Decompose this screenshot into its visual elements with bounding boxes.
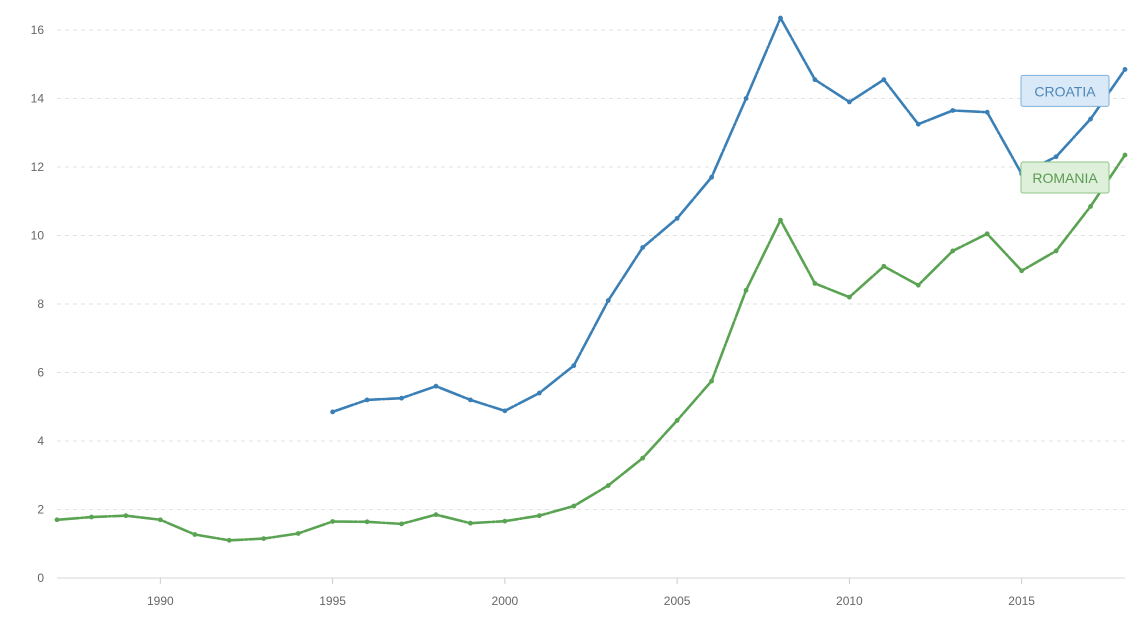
- data-point: [1122, 66, 1128, 72]
- data-point: [778, 217, 783, 223]
- x-tick-label: 1995: [319, 594, 346, 608]
- x-tick-label: 2010: [836, 594, 863, 608]
- axes: 0 2 4 6 8 10 12 14 16 1990 1995 2000 2005 2010 2015: [31, 23, 1125, 608]
- data-point: [89, 514, 94, 520]
- data-point: [54, 517, 60, 523]
- data-point: [399, 521, 404, 527]
- x-tick-label: 2005: [664, 594, 691, 608]
- y-tick-label: 0: [37, 571, 44, 585]
- data-point: [399, 395, 404, 401]
- data-point: [915, 121, 921, 127]
- data-point: [640, 245, 646, 250]
- data-point: [123, 513, 129, 519]
- data-point: [502, 408, 508, 414]
- data-point: [330, 519, 336, 524]
- data-point: [709, 174, 714, 180]
- y-tick-label: 4: [37, 434, 44, 448]
- data-point: [192, 532, 198, 537]
- data-point: [605, 298, 611, 303]
- series-labels: CROATIA ROMANIA: [1020, 74, 1110, 194]
- data-point: [743, 287, 749, 293]
- series-label-box: [1020, 74, 1110, 107]
- data-point: [226, 537, 232, 543]
- data-point: [433, 512, 439, 518]
- series-romania: [54, 152, 1128, 543]
- series-line: [55, 153, 1127, 542]
- data-point: [881, 77, 887, 83]
- x-tick-label: 2015: [1008, 594, 1035, 608]
- y-tick-label: 10: [31, 229, 45, 243]
- data-point: [1088, 203, 1093, 209]
- data-point: [881, 263, 887, 269]
- data-point: [1088, 116, 1093, 122]
- series-label-box: [1020, 161, 1110, 194]
- data-point: [950, 108, 956, 113]
- data-point: [468, 397, 473, 403]
- data-point: [674, 215, 680, 221]
- data-point: [984, 109, 990, 115]
- data-point: [157, 517, 163, 523]
- data-point: [950, 248, 956, 254]
- data-point: [1122, 152, 1128, 158]
- data-point: [709, 378, 714, 384]
- data-point: [330, 409, 336, 415]
- x-tick-label: 2000: [492, 594, 519, 608]
- data-point: [1053, 248, 1059, 254]
- data-point: [536, 390, 542, 396]
- grid-lines: [57, 29, 1125, 510]
- data-point: [536, 513, 542, 519]
- data-point: [984, 231, 990, 237]
- y-tick-label: 12: [31, 160, 45, 174]
- data-point: [743, 96, 749, 101]
- data-point: [502, 518, 508, 524]
- data-point: [571, 503, 577, 509]
- data-point: [778, 15, 783, 21]
- data-point: [571, 363, 577, 369]
- data-point: [846, 99, 852, 105]
- data-point: [846, 294, 852, 300]
- series-croatia: [330, 15, 1128, 415]
- data-point: [364, 519, 370, 525]
- data-point: [433, 383, 439, 389]
- data-point: [812, 281, 818, 286]
- data-point: [261, 536, 267, 542]
- y-tick-label: 14: [31, 92, 45, 106]
- series-lines: [54, 15, 1128, 543]
- series-label-romania: ROMANIA: [1020, 161, 1110, 194]
- series-label-croatia: CROATIA: [1020, 74, 1110, 107]
- data-point: [1053, 154, 1059, 160]
- series-label-text: ROMANIA: [1032, 170, 1098, 186]
- series-label-text: CROATIA: [1034, 83, 1096, 99]
- data-point: [812, 77, 818, 83]
- data-point: [605, 483, 611, 488]
- x-tick-label: 1990: [147, 594, 174, 608]
- y-tick-label: 8: [37, 297, 44, 311]
- y-tick-label: 2: [37, 503, 44, 517]
- data-point: [468, 520, 473, 526]
- data-point: [915, 282, 921, 288]
- y-tick-label: 6: [37, 366, 44, 380]
- data-point: [364, 397, 370, 403]
- data-point: [295, 531, 301, 536]
- data-point: [1019, 268, 1025, 274]
- y-tick-label: 16: [31, 23, 45, 37]
- data-point: [674, 418, 680, 423]
- data-point: [640, 455, 646, 461]
- series-line: [331, 16, 1127, 414]
